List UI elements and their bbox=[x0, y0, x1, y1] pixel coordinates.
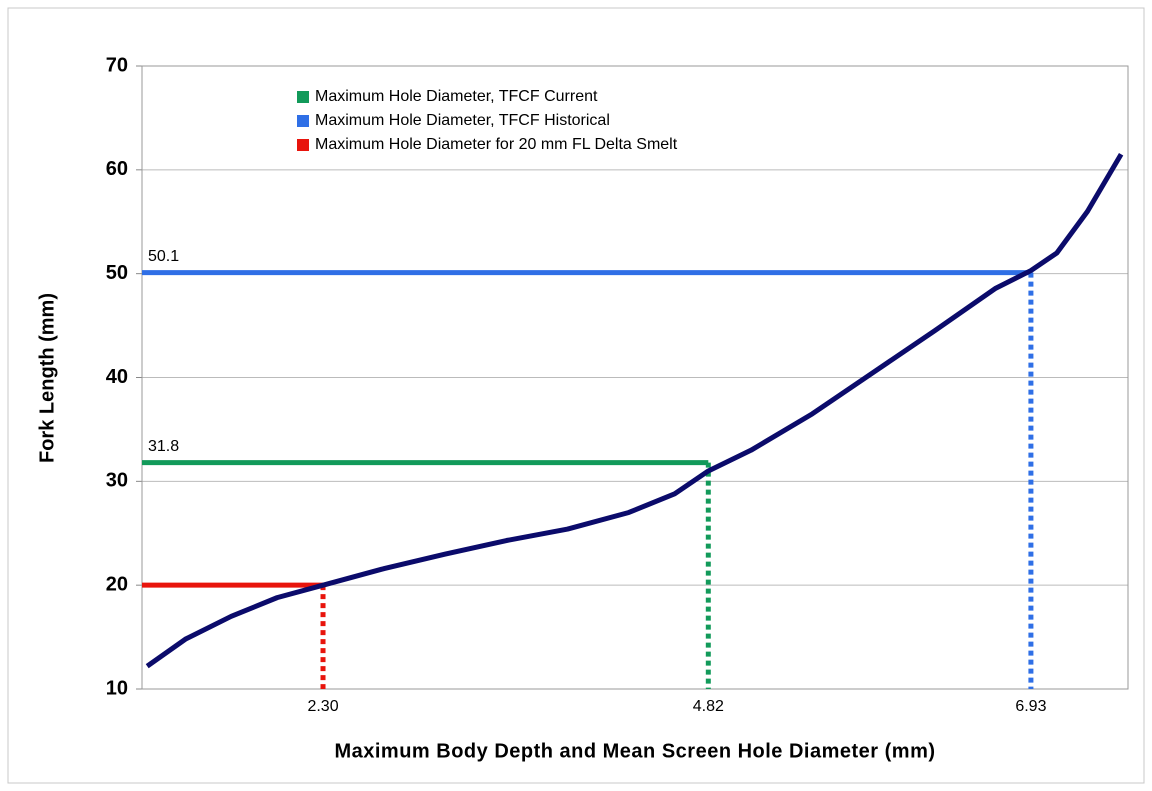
y-tick-label: 60 bbox=[106, 158, 128, 180]
y-tick-label: 70 bbox=[106, 54, 128, 76]
y-reference-label: 31.8 bbox=[148, 438, 179, 455]
x-reference-label: 2.30 bbox=[307, 698, 338, 715]
x-axis-title: Maximum Body Depth and Mean Screen Hole … bbox=[334, 740, 935, 762]
plot-area bbox=[141, 65, 1129, 690]
y-tick-label: 30 bbox=[106, 470, 128, 492]
y-tick-label: 10 bbox=[106, 677, 128, 699]
legend-label: Maximum Hole Diameter, TFCF Historical bbox=[315, 112, 610, 129]
legend-label: Maximum Hole Diameter, TFCF Current bbox=[315, 88, 598, 105]
legend-swatch bbox=[297, 115, 309, 127]
curve bbox=[145, 152, 1124, 669]
x-reference-label: 6.93 bbox=[1015, 698, 1046, 715]
y-tick-label: 40 bbox=[106, 366, 128, 388]
x-reference-label: 4.82 bbox=[693, 698, 724, 715]
y-axis-title: Fork Length (mm) bbox=[36, 293, 58, 463]
y-tick-label: 50 bbox=[106, 262, 128, 284]
legend-swatch bbox=[297, 91, 309, 103]
frame bbox=[7, 7, 1145, 784]
legend-label: Maximum Hole Diameter for 20 mm FL Delta… bbox=[315, 136, 678, 153]
y-reference-label: 50.1 bbox=[148, 248, 179, 265]
legend-swatch bbox=[297, 139, 309, 151]
y-tick-label: 20 bbox=[106, 573, 128, 595]
